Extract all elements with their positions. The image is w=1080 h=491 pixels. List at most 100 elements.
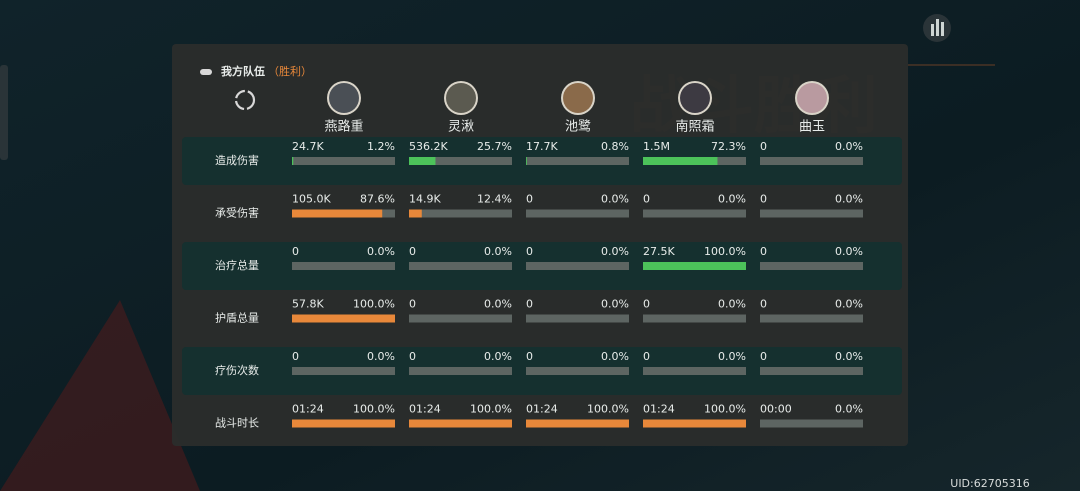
character-name: 灵湫	[448, 120, 474, 135]
bar-track	[526, 209, 629, 218]
bar-track	[292, 367, 395, 375]
bar	[292, 419, 395, 428]
cell-value: 01:24	[292, 403, 324, 416]
bar-track	[409, 314, 512, 323]
cell-share: 0.0%	[484, 350, 512, 363]
bar	[526, 419, 629, 428]
cell-share: 0.0%	[718, 350, 746, 363]
bar	[643, 419, 746, 428]
uid: UID:62705316	[950, 477, 1029, 490]
decoration	[0, 300, 200, 491]
cell-value: 0	[292, 350, 299, 363]
side-tab	[0, 65, 8, 160]
cell-share: 0.0%	[835, 403, 863, 416]
avatar	[329, 83, 359, 113]
cell-share: 0.0%	[835, 193, 863, 206]
row-label: 护盾总量	[215, 311, 259, 325]
bar-track	[760, 262, 863, 270]
character-name: 曲玉	[799, 120, 825, 135]
cell-value: 57.8K	[292, 298, 324, 311]
row-label: 治疗总量	[215, 258, 259, 272]
cell-share: 100.0%	[353, 403, 395, 416]
cell-share: 1.2%	[367, 140, 395, 153]
bar-track	[760, 157, 863, 165]
bar	[643, 157, 718, 165]
bar-track	[643, 314, 746, 323]
row-label: 造成伤害	[215, 153, 259, 167]
cell-share: 0.0%	[484, 298, 512, 311]
cell-share: 0.0%	[601, 298, 629, 311]
cell-share: 0.0%	[835, 245, 863, 258]
bar-track	[526, 157, 629, 165]
team-result: （胜利）	[268, 64, 312, 78]
cell-share: 100.0%	[353, 298, 395, 311]
cell-value: 27.5K	[643, 245, 675, 258]
character-name: 池鹭	[565, 119, 591, 135]
cell-share: 87.6%	[360, 193, 395, 206]
row-label: 疗伤次数	[215, 363, 259, 377]
bar-track	[760, 419, 863, 428]
cell-value: 0	[409, 350, 416, 363]
team-title: 我方队伍	[221, 64, 265, 78]
team-icon	[200, 69, 212, 75]
avatar	[563, 83, 593, 113]
bar-track	[409, 262, 512, 270]
cell-value: 536.2K	[409, 140, 448, 153]
cell-value: 0	[526, 193, 533, 206]
cell-value: 0	[526, 350, 533, 363]
character-name: 燕路重	[324, 119, 363, 135]
avatar	[680, 83, 710, 113]
stats-icon	[931, 24, 934, 36]
cell-value: 1.5M	[643, 140, 670, 153]
avatar	[797, 83, 827, 113]
bar	[292, 314, 395, 323]
cell-share: 0.0%	[601, 193, 629, 206]
avatar	[446, 83, 476, 113]
cell-value: 0	[643, 193, 650, 206]
bar-track	[526, 367, 629, 375]
cell-value: 0	[760, 245, 767, 258]
cell-value: 01:24	[409, 403, 441, 416]
bar-track	[526, 262, 629, 270]
bar	[409, 157, 436, 165]
bar	[643, 262, 746, 270]
row-label: 承受伤害	[215, 206, 259, 220]
cell-share: 0.0%	[601, 245, 629, 258]
cell-value: 24.7K	[292, 140, 324, 153]
stats-icon	[941, 22, 944, 36]
cell-value: 0	[409, 245, 416, 258]
cell-share: 0.8%	[601, 140, 629, 153]
bar-track	[409, 157, 512, 165]
bar-track	[409, 209, 512, 218]
cell-value: 01:24	[526, 403, 558, 416]
cell-share: 100.0%	[470, 403, 512, 416]
cell-value: 17.7K	[526, 140, 558, 153]
bar	[292, 209, 383, 218]
bar-track	[526, 314, 629, 323]
cell-value: 14.9K	[409, 193, 441, 206]
cell-value: 01:24	[643, 403, 675, 416]
cell-share: 25.7%	[477, 140, 512, 153]
cell-share: 0.0%	[835, 140, 863, 153]
cell-value: 0	[643, 350, 650, 363]
stats-icon	[936, 19, 939, 36]
cell-value: 0	[409, 298, 416, 311]
row-label: 战斗时长	[215, 417, 259, 430]
bar	[409, 209, 422, 218]
cell-value: 0	[643, 298, 650, 311]
cell-share: 72.3%	[711, 140, 746, 153]
cell-value: 00:00	[760, 403, 792, 416]
bar-track	[292, 157, 395, 165]
cell-value: 0	[292, 245, 299, 258]
bar-track	[409, 367, 512, 375]
cell-share: 0.0%	[718, 193, 746, 206]
switch-button[interactable]	[234, 89, 256, 111]
cell-value: 0	[526, 298, 533, 311]
bar-track	[760, 314, 863, 323]
cell-share: 100.0%	[587, 403, 629, 416]
bar	[409, 419, 512, 428]
cell-value: 0	[526, 245, 533, 258]
